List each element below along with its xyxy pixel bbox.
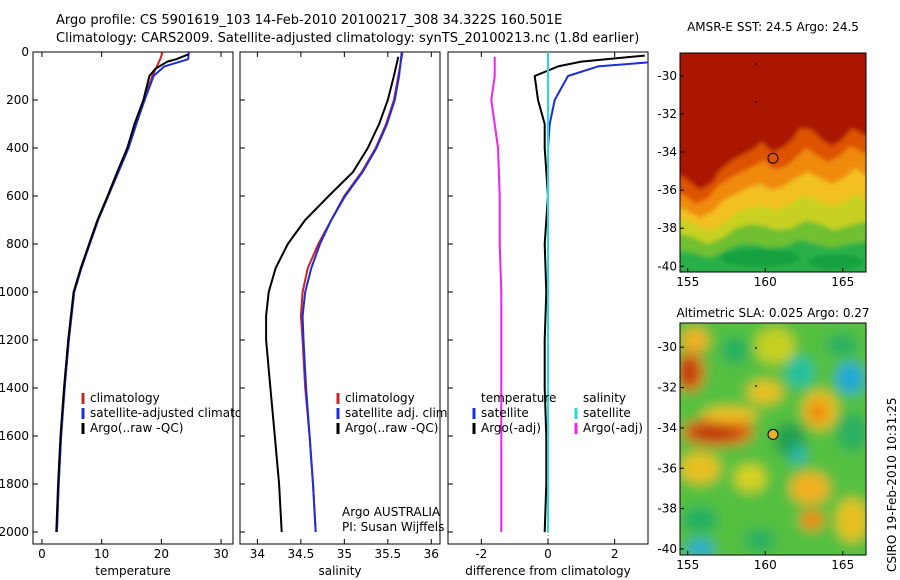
temperature-lines <box>55 52 190 533</box>
sla-argo-location-marker <box>767 428 779 440</box>
y-tick-label: 1400 <box>0 381 29 395</box>
x-tick-label: 20 <box>154 547 169 561</box>
y-tick-label: 200 <box>6 93 29 107</box>
series-line-argo-raw-qc- <box>55 53 189 533</box>
y-tick-label: 1200 <box>0 333 29 347</box>
map-x-tick-label: 165 <box>831 558 854 572</box>
series-line-satellite-adj-clim- <box>301 52 403 533</box>
annotation-pi: PI: Susan Wijffels <box>342 520 444 534</box>
sst-argo-location-marker <box>767 152 779 164</box>
x-tick-label: 34 <box>250 547 265 561</box>
legend-label: climatology <box>345 391 415 405</box>
sst-heatmap <box>680 53 866 272</box>
map-y-tick-label: -38 <box>657 221 677 235</box>
difference-legend: temperature salinitysatelliteArgo(-adj)sa… <box>472 391 643 435</box>
y-tick-label: 1800 <box>0 477 29 491</box>
difference-x-axis: -2 0 2 <box>448 51 619 561</box>
depth-axis: 0 200 400 600 800 1000 1200 1400 1600 1800 2000 <box>0 45 38 539</box>
legend-label: Argo(..raw -QC) <box>90 421 183 435</box>
header-line2: Climatology: CARS2009. Satellite-adjuste… <box>56 31 639 46</box>
temperature-panel: 0 200 400 600 800 1000 1200 1400 1600 1800 2000 0 1… <box>0 45 268 578</box>
x-tick-label: 2 <box>611 547 619 561</box>
sst-map-axes: 155 160 165 -30 -32 -34 -36 -38 -40 <box>657 69 854 289</box>
map-x-tick-label: 165 <box>831 275 854 289</box>
y-tick-label: 1000 <box>0 285 29 299</box>
map-x-tick-label: 155 <box>676 558 699 572</box>
map-y-tick-label: -32 <box>657 381 677 395</box>
salinity-x-axis: 34 34.5 35 35.5 36 <box>240 51 439 561</box>
side-timestamp: CSIRO 19-Feb-2010 10:31:25 <box>885 397 899 572</box>
y-tick-label: 1600 <box>0 429 29 443</box>
difference-lines <box>490 52 648 544</box>
map-y-tick-label: -36 <box>657 461 677 475</box>
sla-map-panel: Altimetric SLA: 0.025 Argo: 0.27 <box>657 306 869 572</box>
difference-xlabel: difference from climatology <box>465 564 631 578</box>
map-y-tick-label: -40 <box>657 259 677 273</box>
header-line1: Argo profile: CS 5901619_103 14-Feb-2010… <box>56 13 562 28</box>
sst-map-title: AMSR-E SST: 24.5 Argo: 24.5 <box>687 20 859 34</box>
x-tick-label: 35 <box>337 547 352 561</box>
legend-label: Argo(-adj) <box>583 421 643 435</box>
x-tick-label: 0 <box>544 547 552 561</box>
sla-heatmap <box>680 323 866 555</box>
salinity-lines <box>265 52 404 533</box>
legend-label: Argo(..raw -QC) <box>345 421 438 435</box>
y-tick-label: 800 <box>6 237 29 251</box>
map-y-tick-label: -30 <box>657 340 677 354</box>
y-tick-label: 600 <box>6 189 29 203</box>
map-y-tick-label: -34 <box>657 421 677 435</box>
map-y-tick-label: -40 <box>657 542 677 556</box>
map-y-tick-label: -36 <box>657 183 677 197</box>
legend-label: satellite adj. clim. <box>345 406 451 420</box>
legend-label: Argo(-adj) <box>481 421 541 435</box>
sla-map-title: Altimetric SLA: 0.025 Argo: 0.27 <box>676 306 869 320</box>
salinity-axes-box <box>239 51 441 545</box>
map-y-tick-label: -34 <box>657 145 677 159</box>
map-x-tick-label: 155 <box>676 275 699 289</box>
temperature-xlabel: temperature <box>95 564 170 578</box>
x-tick-label: 35.5 <box>374 547 401 561</box>
map-x-tick-label: 160 <box>754 275 777 289</box>
x-tick-label: 0 <box>38 547 46 561</box>
x-tick-label: 36 <box>424 547 439 561</box>
salinity-xlabel: salinity <box>318 564 361 578</box>
legend-header-salinity: salinity <box>583 391 626 405</box>
annotation-argo-australia: Argo AUSTRALIA <box>342 505 441 519</box>
legend-label: satellite-adjusted climatology <box>90 406 268 420</box>
map-y-tick-label: -38 <box>657 502 677 516</box>
sla-map-axes: 155 160 165 -30 -32 -34 -36 -38 -40 <box>657 340 854 572</box>
sst-map-panel: AMSR-E SST: 24.5 Argo: 24.5 155 160 165 -30… <box>657 20 867 289</box>
x-tick-label: 30 <box>213 547 228 561</box>
x-tick-label: 34.5 <box>288 547 315 561</box>
legend-header-temperature: temperature <box>481 391 556 405</box>
y-tick-label: 2000 <box>0 525 29 539</box>
legend-label: satellite <box>583 406 631 420</box>
legend-label: satellite <box>481 406 529 420</box>
salinity-panel: 34 34.5 35 35.5 36 salinity climatologysatel… <box>239 51 451 578</box>
x-tick-label: 10 <box>94 547 109 561</box>
map-y-tick-label: -32 <box>657 107 677 121</box>
difference-panel: -2 0 2 difference from climatology tempera… <box>447 51 649 578</box>
sst-map-frame <box>679 52 867 273</box>
series-line-argo-raw-qc- <box>265 56 400 533</box>
legend-label: climatology <box>90 391 160 405</box>
map-x-tick-label: 160 <box>754 558 777 572</box>
y-tick-label: 400 <box>6 141 29 155</box>
sla-map-frame <box>679 322 867 556</box>
x-tick-label: -2 <box>475 547 487 561</box>
map-y-tick-label: -30 <box>657 69 677 83</box>
series-line-argo-adj- <box>490 56 503 532</box>
y-tick-label: 0 <box>21 45 29 59</box>
